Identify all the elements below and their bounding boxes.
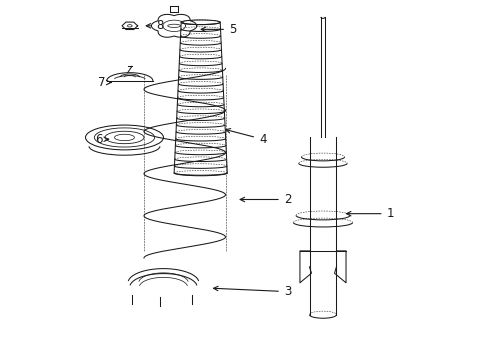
Text: 7: 7 xyxy=(98,76,111,89)
Text: 6: 6 xyxy=(95,133,109,146)
Text: 5: 5 xyxy=(201,23,236,36)
Text: 4: 4 xyxy=(226,129,267,146)
Text: 2: 2 xyxy=(240,193,291,206)
Text: 1: 1 xyxy=(346,207,394,220)
Text: 3: 3 xyxy=(214,285,291,298)
Text: 8: 8 xyxy=(146,19,164,32)
